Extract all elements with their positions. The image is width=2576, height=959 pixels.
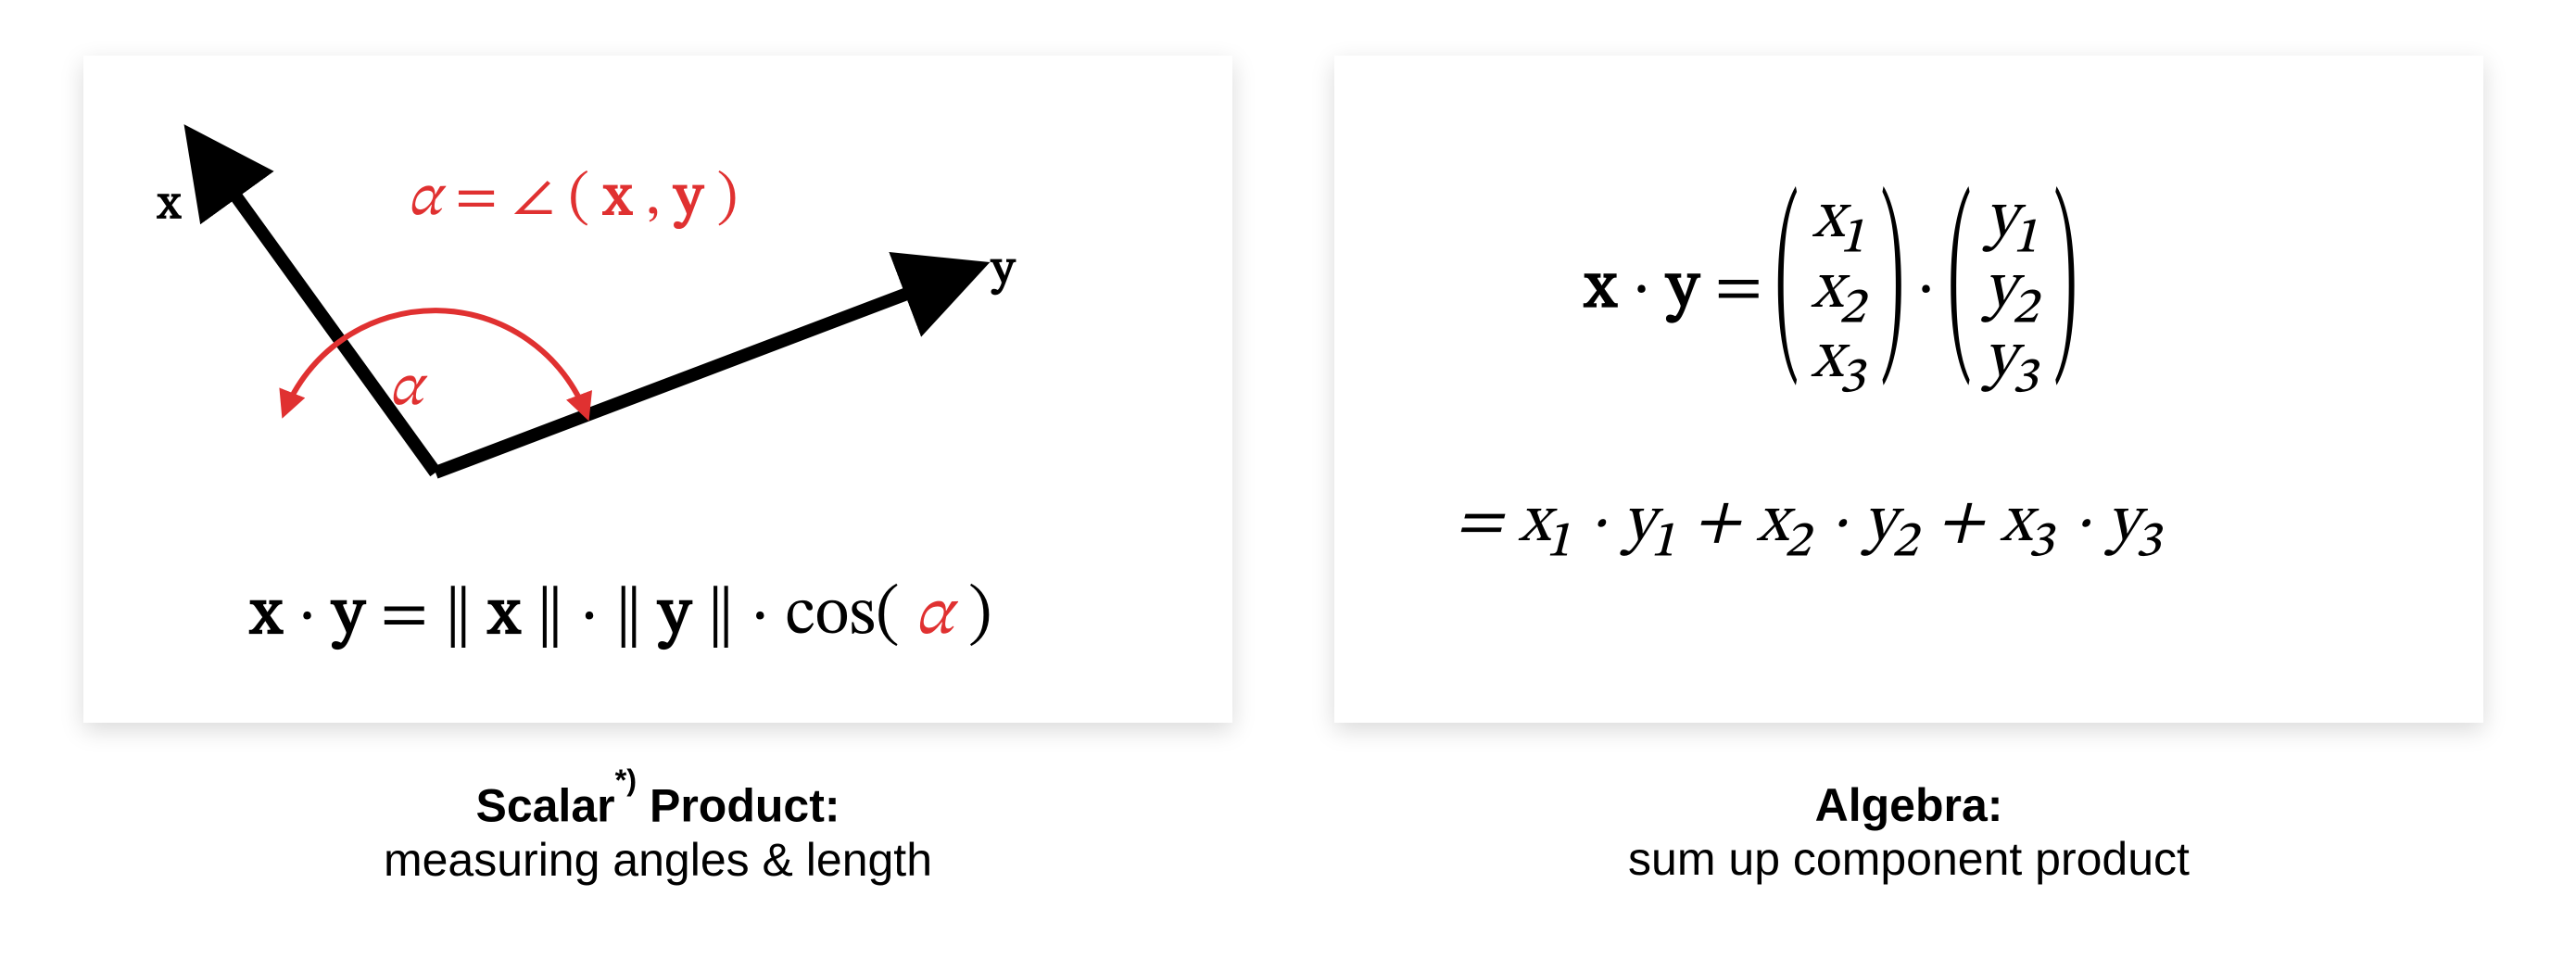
panel-scalar-product: x y α α = ∠ ( x , y ) x · y = ‖ x ‖ · ‖ … — [83, 56, 1232, 723]
a-mid-dot: · — [1916, 256, 1951, 322]
y2: y₂ — [1984, 256, 2041, 326]
f-dot2: · — [580, 583, 614, 650]
lparen-a: ( — [1775, 157, 1799, 423]
f-norm2b: ‖ — [707, 583, 736, 650]
angle-arg-x: x — [603, 170, 632, 229]
y3: y₃ — [1984, 325, 2041, 396]
caption-right-line1: Algebra: — [1334, 778, 2483, 832]
f-cos-close: ) — [968, 583, 992, 650]
scalar-product-formula: x · y = ‖ x ‖ · ‖ y ‖ · cos( α ) — [250, 574, 992, 658]
algebra-line1: x · y = ( x₁ x₂ x₃ ) · ( y₁ y₂ y₃ ) — [1585, 185, 2074, 396]
vector-y — [436, 269, 973, 473]
x3: x₃ — [1812, 325, 1868, 396]
label-vector-y: y — [991, 241, 1015, 301]
f-norm1b: ‖ — [536, 583, 564, 650]
f-alpha: α — [915, 583, 953, 650]
vec-x-col: x₁ x₂ x₃ — [1812, 185, 1868, 396]
alpha-symbol: α — [389, 352, 423, 426]
f-cos-open: cos( — [785, 583, 899, 650]
a-y: y — [1667, 256, 1699, 322]
f-norm2a: ‖ — [614, 583, 643, 650]
caption-right: Algebra: sum up component product — [1334, 778, 2483, 886]
caption-left-title: Scalar*) Product: — [83, 778, 1232, 833]
vec-y-col: y₁ y₂ y₃ — [1984, 185, 2041, 396]
angle-equation: α = ∠ ( x , y ) — [408, 162, 738, 236]
f-dot3: · — [751, 583, 785, 650]
x2: x₂ — [1812, 256, 1868, 326]
angle-symbol-icon: ∠ — [511, 170, 554, 229]
f-eq: = — [380, 583, 444, 650]
lparen-b: ( — [1948, 157, 1972, 423]
f-normx: x — [488, 583, 521, 650]
caption-left-line1-b: Product: — [637, 780, 840, 832]
f-y: y — [333, 583, 365, 650]
angle-arg-y: y — [675, 170, 703, 229]
a-x: x — [1585, 256, 1617, 322]
alpha-lhs: α — [408, 170, 441, 229]
open-paren: ( — [568, 170, 589, 229]
caption-left-line2: measuring angles & length — [83, 833, 1232, 887]
label-vector-x: x — [158, 176, 181, 236]
caption-right-line2: sum up component product — [1334, 832, 2483, 886]
rparen-b: ) — [2053, 157, 2077, 423]
eq-sign: = — [455, 170, 511, 229]
f-x: x — [250, 583, 283, 650]
caption-left: Scalar*) Product: measuring angles & len… — [83, 778, 1232, 887]
a-eq: = — [1714, 256, 1778, 322]
x1: x₁ — [1812, 185, 1868, 256]
algebra-line2: = x₁ · y₁ + x₂ · y₂ + x₃ · y₃ — [1455, 482, 2165, 565]
f-norm1a: ‖ — [444, 583, 473, 650]
a-dot: · — [1632, 256, 1666, 322]
comma: , — [646, 170, 675, 229]
f-normy: y — [659, 583, 691, 650]
rparen-a: ) — [1880, 157, 1904, 423]
caption-left-star: *) — [615, 780, 637, 832]
f-dot1: · — [297, 583, 332, 650]
caption-left-line1-a: Scalar — [475, 780, 614, 832]
close-paren: ) — [717, 170, 739, 229]
y1: y₁ — [1984, 185, 2041, 256]
panel-algebra: x · y = ( x₁ x₂ x₃ ) · ( y₁ y₂ y₃ ) = x₁… — [1334, 56, 2483, 723]
